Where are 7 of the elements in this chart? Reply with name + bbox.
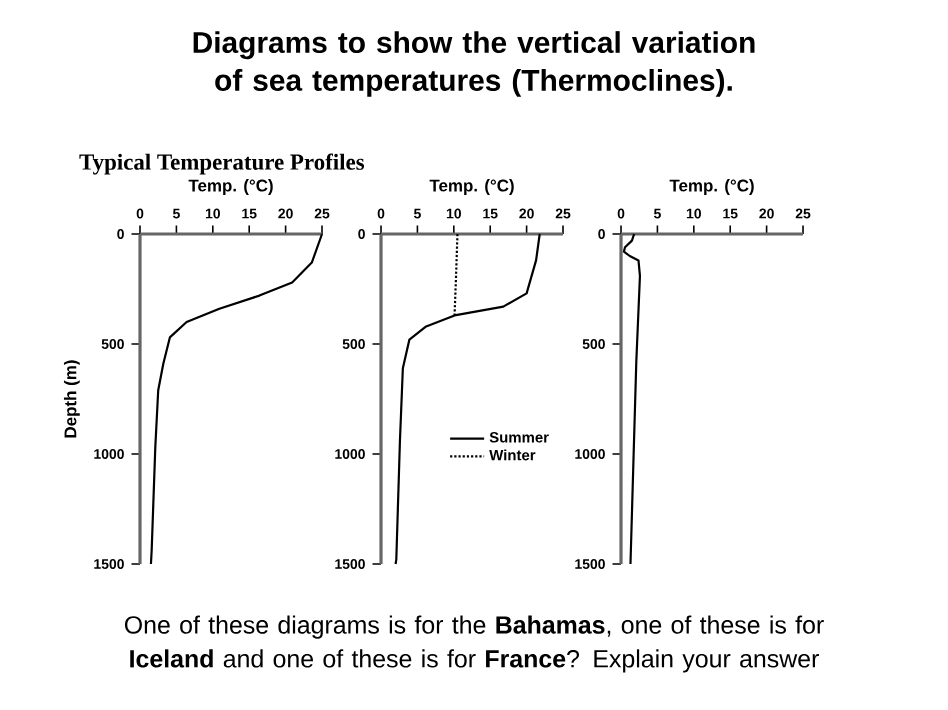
chart-subtitle: Typical Temperature Profiles: [79, 153, 365, 175]
text: One of these diagrams is for the Bahamas, one of these is for Iceland and one of these is for France? Explain your answer: [124, 615, 824, 673]
text: Diagrams to show the vertical variation of sea temperatures (Thermoclines).: [193, 31, 755, 97]
x-axis-title: Temp. (°C): [669, 179, 754, 195]
x-axis-title: Temp. (°C): [188, 179, 273, 195]
y-axis-title: Depth (m): [63, 360, 80, 438]
x-axis-title: Temp. (°C): [429, 179, 514, 195]
